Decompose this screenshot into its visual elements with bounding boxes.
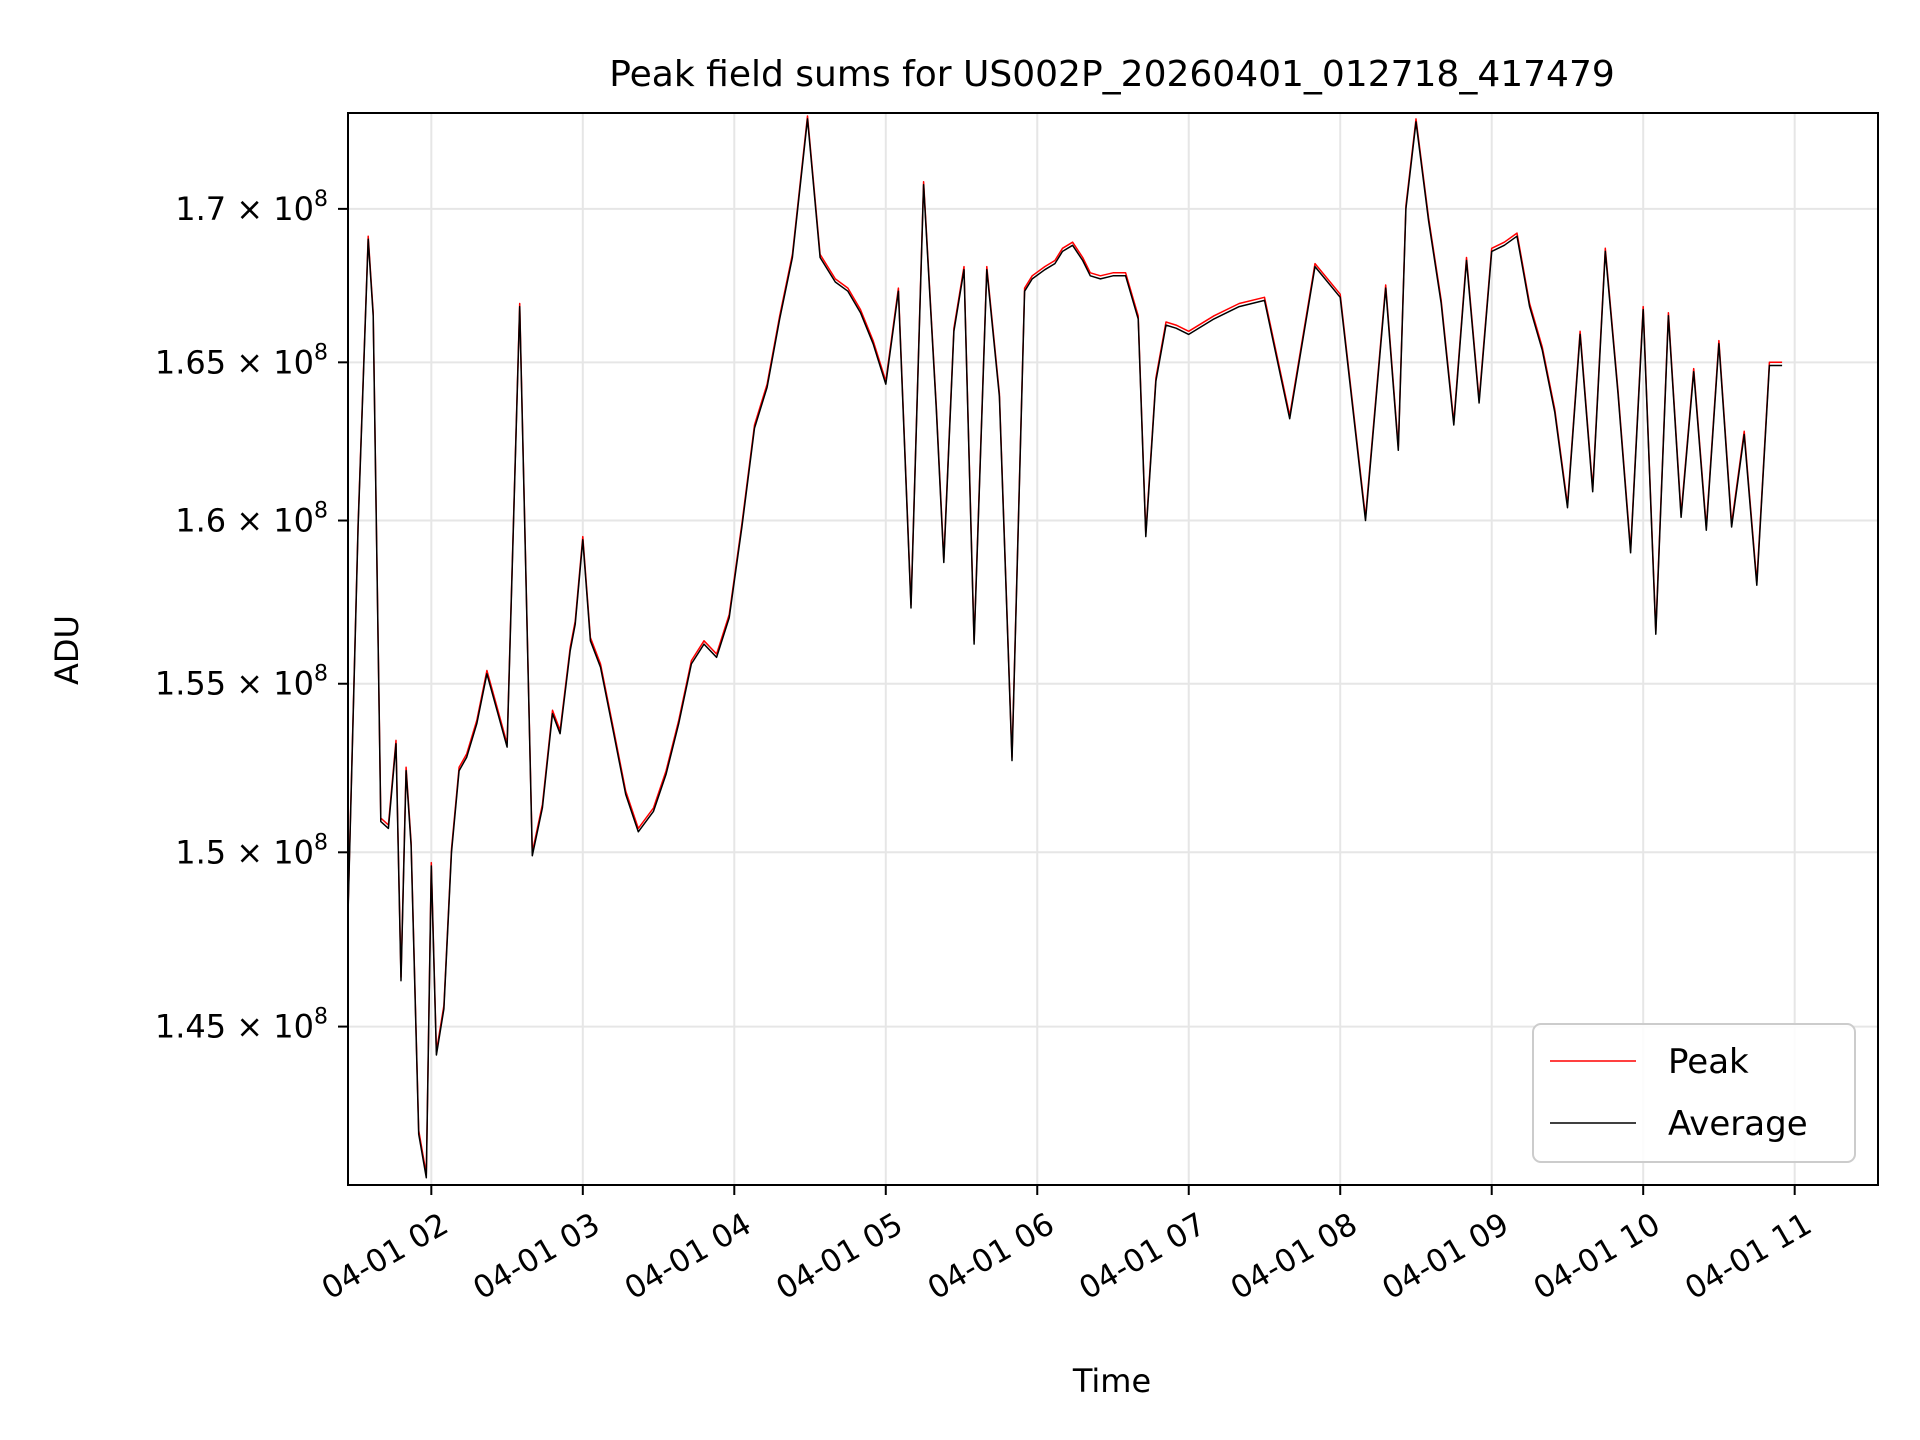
y-tick-label: 1.55 × 108 [155,662,328,703]
y-axis: 1.45 × 108 1.5 × 108 1.55 × 108 1.6 × 108 1.… [155,187,348,1046]
plot-lines [348,115,1783,1179]
y-tick-label: 1.6 × 108 [175,499,328,540]
plot-frame [347,112,1879,1186]
legend-box [1532,1023,1856,1163]
legend-peak-label: Peak [1668,1042,1749,1082]
y-tick-label: 1.5 × 108 [175,830,328,871]
y-tick-label: 1.65 × 108 [155,340,328,381]
y-tick-label: 1.45 × 108 [155,1005,328,1046]
y-axis-label: ADU [48,615,86,685]
y-tick-label: 1.7 × 108 [175,187,328,228]
legend-average-label: Average [1668,1104,1808,1144]
chart-title: Peak field sums for US002P_20260401_0127… [609,54,1615,95]
series-line-average [348,118,1783,1179]
x-axis-label: Time [1072,1362,1151,1400]
legend: Peak Average [1532,1023,1856,1163]
